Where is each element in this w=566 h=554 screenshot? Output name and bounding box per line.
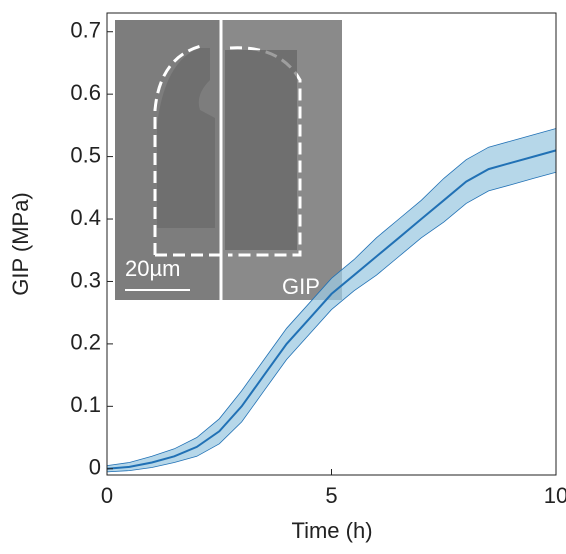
x-tick-label: 10	[544, 483, 566, 508]
y-tick-label: 0.7	[70, 18, 101, 43]
inset-image: 20µm GIP	[115, 20, 342, 300]
x-axis-label: Time (h)	[291, 518, 372, 543]
y-tick-label: 0.4	[70, 205, 101, 230]
y-tick-label: 0.5	[70, 142, 101, 167]
band-fill	[107, 128, 556, 472]
y-tick-label: 0	[89, 455, 101, 480]
y-tick-label: 0.6	[70, 80, 101, 105]
y-tick-label: 0.1	[70, 392, 101, 417]
x-tick-label: 5	[325, 483, 337, 508]
scale-label: 20µm	[125, 256, 180, 281]
y-tick-label: 0.2	[70, 330, 101, 355]
y-tick-label: 0.3	[70, 267, 101, 292]
x-tick-label: 0	[101, 483, 113, 508]
mean-line	[106, 149, 557, 470]
band-lower	[106, 171, 557, 473]
y-axis-label: GIP (MPa)	[8, 192, 33, 296]
band-upper	[106, 128, 557, 466]
inset-label: GIP	[282, 274, 320, 299]
